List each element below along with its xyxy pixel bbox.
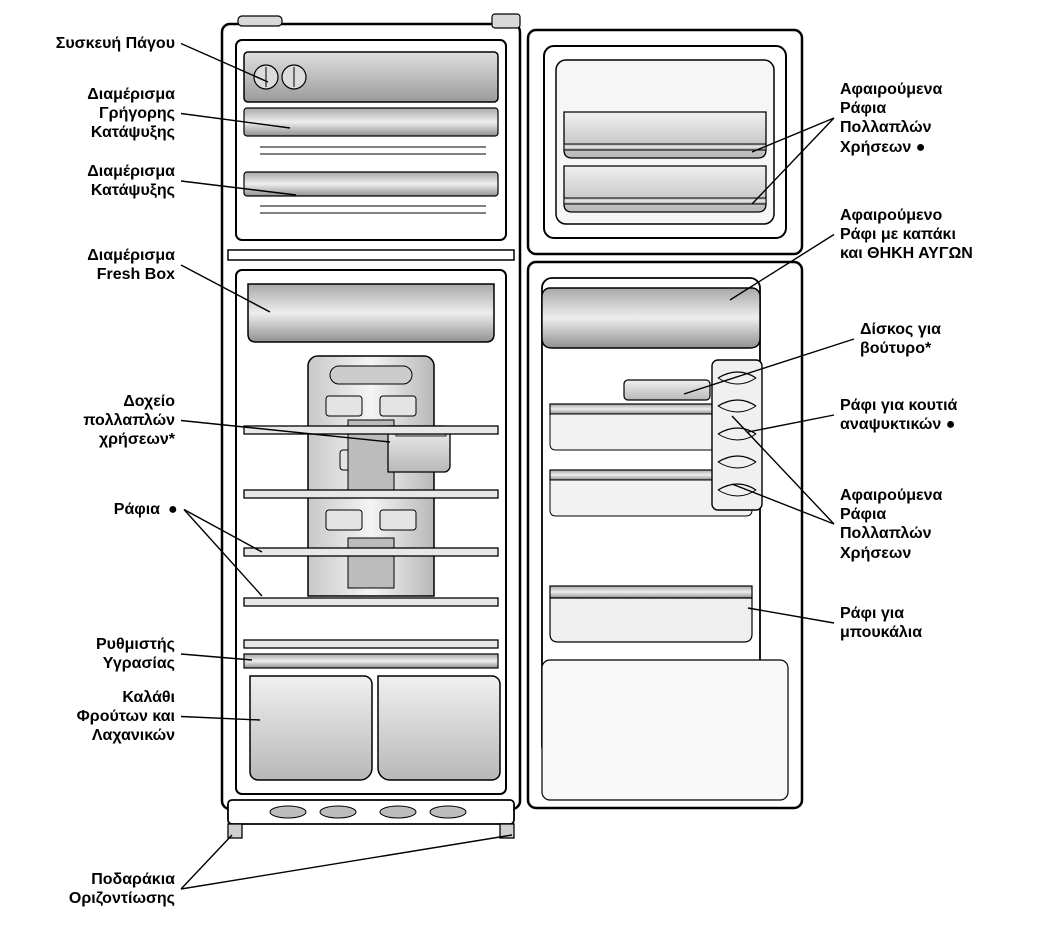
callout-quick-freeze: Διαμέρισμα Γρήγορης Κατάψυξης [87,85,175,143]
callout-fresh-box: Διαμέρισμα Fresh Box [87,246,175,284]
callout-humidity: Ρυθμιστής Υγρασίας [96,635,175,673]
callout-multi-container: Δοχείο πολλαπλών χρήσεων* [83,392,175,450]
callout-multi-shelves-btm: Αφαιρούμενα Ράφια Πολλαπλών Χρήσεων [840,486,942,563]
callout-can-rack: Ράφι για κουτιά αναψυκτικών ● [840,396,957,434]
callout-egg-shelf: Αφαιρούμενο Ράφι με καπάκι και ΘΗΚΗ ΑΥΓΩ… [840,206,973,264]
callout-multi-shelves-top: Αφαιρούμενα Ράφια Πολλαπλών Χρήσεων ● [840,80,942,157]
callout-butter-tray: Δίσκος για βούτυρο* [860,320,941,358]
main-body [222,14,520,838]
callout-veg-basket: Καλάθι Φρούτων και Λαχανικών [77,688,175,746]
callout-freezer-comp: Διαμέρισμα Κατάψυξης [87,162,175,200]
callout-bottle-shelf: Ράφι για μπουκάλια [840,604,922,642]
callout-ice-maker: Συσκευή Πάγου [56,34,175,53]
fridge-door [528,262,802,808]
callout-shelves: Ράφια [114,500,160,519]
can-rack-shape [712,360,762,510]
freezer-door [528,30,802,254]
callout-leveling-feet: Ποδαράκια Οριζοντίωσης [69,870,175,908]
bullet-shelves: ● [168,500,178,519]
